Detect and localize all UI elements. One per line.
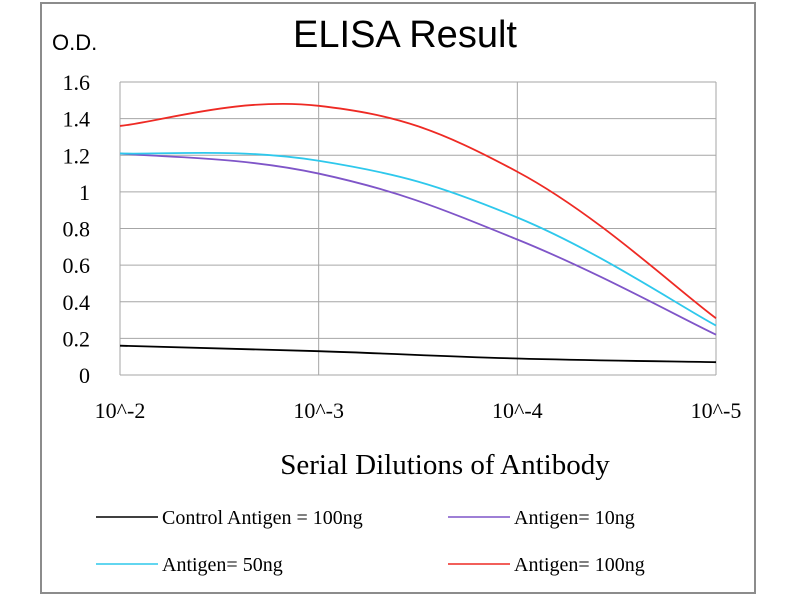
x-tick-label: 10^-3 — [293, 398, 344, 423]
legend: Control Antigen = 100ng Antigen= 10ng An… — [96, 507, 645, 576]
y-tick-label: 0 — [79, 363, 90, 388]
series-line-3 — [119, 102, 717, 319]
legend-label: Antigen= 50ng — [162, 554, 283, 576]
legend-item-control: Control Antigen = 100ng — [96, 507, 363, 529]
x-axis-label: Serial Dilutions of Antibody — [280, 449, 610, 481]
tick-labels: 0 0.2 0.4 0.6 0.8 1 1.2 1.4 1.6 10^-2 10^-3 10^-4 10… — [63, 70, 742, 423]
x-tick-label: 10^-4 — [492, 398, 543, 423]
legend-label: Antigen= 10ng — [514, 507, 635, 529]
chart-frame — [40, 2, 756, 594]
series-lines — [119, 102, 717, 364]
legend-label: Antigen= 100ng — [514, 554, 645, 576]
series-line-0 — [119, 344, 717, 364]
chart-title: ELISA Result — [293, 14, 517, 56]
y-tick-label: 0.8 — [63, 217, 91, 242]
y-tick-label: 0.2 — [63, 326, 91, 351]
y-tick-label: 1 — [79, 180, 90, 205]
series-line-1 — [119, 152, 717, 336]
y-tick-label: 1.2 — [63, 143, 91, 168]
legend-item-100ng: Antigen= 100ng — [448, 554, 645, 576]
grid — [119, 81, 717, 376]
legend-item-50ng: Antigen= 50ng — [96, 554, 283, 576]
x-tick-label: 10^-5 — [691, 398, 742, 423]
y-tick-label: 0.6 — [63, 253, 91, 278]
y-tick-label: 1.4 — [63, 107, 91, 132]
series-line-2 — [119, 151, 717, 327]
legend-item-10ng: Antigen= 10ng — [448, 507, 635, 529]
x-tick-label: 10^-2 — [95, 398, 146, 423]
y-axis-label: O.D. — [52, 30, 97, 55]
legend-label: Control Antigen = 100ng — [162, 507, 363, 529]
y-tick-label: 0.4 — [63, 290, 91, 315]
y-tick-label: 1.6 — [63, 70, 91, 95]
